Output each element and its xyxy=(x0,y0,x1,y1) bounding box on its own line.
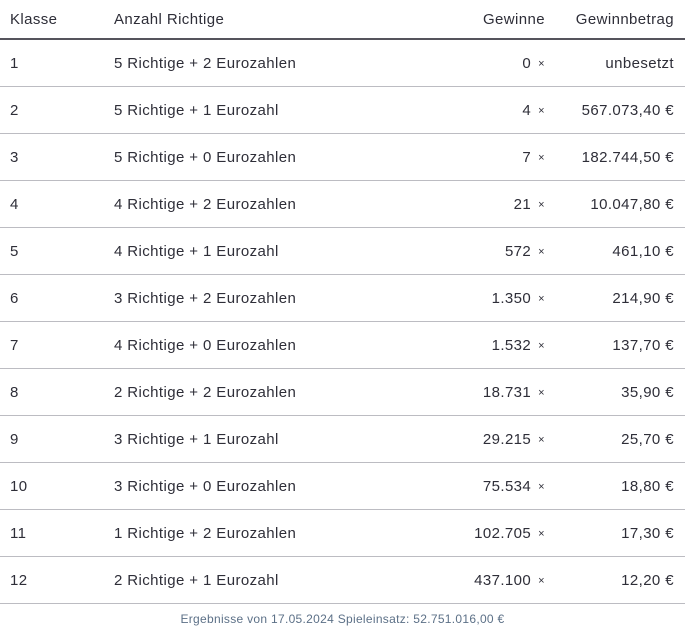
cell-klasse: 7 xyxy=(0,321,104,369)
cell-klasse: 1 xyxy=(0,39,104,87)
cell-klasse: 11 xyxy=(0,509,104,557)
column-header-anzahl: Anzahl Richtige xyxy=(104,0,356,40)
cell-klasse: 10 xyxy=(0,462,104,510)
column-header-gewinne: Gewinne xyxy=(356,0,545,40)
cell-anzahl-richtige: 4 Richtige + 2 Eurozahlen xyxy=(104,180,356,228)
table-row: 10 3 Richtige + 0 Eurozahlen 75.534 × 18,… xyxy=(0,462,685,510)
cell-gewinne: 572 × xyxy=(356,227,545,275)
table-row: 8 2 Richtige + 2 Eurozahlen 18.731 × 35,9… xyxy=(0,368,685,416)
cell-anzahl-richtige: 3 Richtige + 2 Eurozahlen xyxy=(104,274,356,322)
table-row: 6 3 Richtige + 2 Eurozahlen 1.350 × 214,9… xyxy=(0,274,685,322)
cell-gewinnbetrag: 12,20 € xyxy=(545,556,685,604)
gewinne-count: 0 xyxy=(522,54,532,72)
cell-anzahl-richtige: 5 Richtige + 2 Eurozahlen xyxy=(104,39,356,87)
multiplier-sign: × xyxy=(538,386,545,399)
cell-gewinne: 18.731 × xyxy=(356,368,545,416)
column-header-gewinnbetrag: Gewinnbetrag xyxy=(545,0,685,40)
cell-gewinne: 7 × xyxy=(356,133,545,181)
cell-anzahl-richtige: 3 Richtige + 0 Eurozahlen xyxy=(104,462,356,510)
cell-gewinne: 102.705 × xyxy=(356,509,545,557)
multiplier-sign: × xyxy=(538,433,545,446)
table-row: 9 3 Richtige + 1 Eurozahl 29.215 × 25,70 … xyxy=(0,415,685,463)
cell-anzahl-richtige: 2 Richtige + 2 Eurozahlen xyxy=(104,368,356,416)
cell-gewinnbetrag: 25,70 € xyxy=(545,415,685,463)
table-row: 7 4 Richtige + 0 Eurozahlen 1.532 × 137,7… xyxy=(0,321,685,369)
gewinne-count: 437.100 xyxy=(474,571,532,589)
cell-gewinne: 1.532 × xyxy=(356,321,545,369)
cell-gewinnbetrag: 182.744,50 € xyxy=(545,133,685,181)
multiplier-sign: × xyxy=(538,292,545,305)
cell-anzahl-richtige: 5 Richtige + 1 Eurozahl xyxy=(104,86,356,134)
multiplier-sign: × xyxy=(538,151,545,164)
cell-gewinne: 1.350 × xyxy=(356,274,545,322)
cell-klasse: 5 xyxy=(0,227,104,275)
cell-gewinne: 75.534 × xyxy=(356,462,545,510)
cell-gewinne: 4 × xyxy=(356,86,545,134)
gewinne-count: 102.705 xyxy=(474,524,532,542)
cell-gewinnbetrag: 461,10 € xyxy=(545,227,685,275)
cell-gewinnbetrag: 567.073,40 € xyxy=(545,86,685,134)
cell-anzahl-richtige: 2 Richtige + 1 Eurozahl xyxy=(104,556,356,604)
gewinne-count: 75.534 xyxy=(482,477,532,495)
cell-gewinne: 437.100 × xyxy=(356,556,545,604)
cell-gewinne: 21 × xyxy=(356,180,545,228)
multiplier-sign: × xyxy=(538,339,545,352)
multiplier-sign: × xyxy=(538,245,545,258)
gewinne-count: 21 xyxy=(513,195,532,213)
multiplier-sign: × xyxy=(538,198,545,211)
cell-gewinnbetrag: 137,70 € xyxy=(545,321,685,369)
table-row: 11 1 Richtige + 2 Eurozahlen 102.705 × 17… xyxy=(0,509,685,557)
table-row: 4 4 Richtige + 2 Eurozahlen 21 × 10.047,8… xyxy=(0,180,685,228)
table-row: 3 5 Richtige + 0 Eurozahlen 7 × 182.744,5… xyxy=(0,133,685,181)
cell-klasse: 12 xyxy=(0,556,104,604)
multiplier-sign: × xyxy=(538,480,545,493)
table-row: 1 5 Richtige + 2 Eurozahlen 0 × unbesetzt xyxy=(0,39,685,87)
cell-gewinnbetrag: 214,90 € xyxy=(545,274,685,322)
multiplier-sign: × xyxy=(538,104,545,117)
cell-gewinnbetrag: 18,80 € xyxy=(545,462,685,510)
cell-gewinne: 0 × xyxy=(356,39,545,87)
gewinne-count: 18.731 xyxy=(482,383,532,401)
cell-gewinnbetrag: 17,30 € xyxy=(545,509,685,557)
cell-gewinne: 29.215 × xyxy=(356,415,545,463)
cell-klasse: 3 xyxy=(0,133,104,181)
gewinnquoten-table: Klasse Anzahl Richtige Gewinne Gewinnbet… xyxy=(0,0,685,604)
cell-anzahl-richtige: 4 Richtige + 1 Eurozahl xyxy=(104,227,356,275)
cell-anzahl-richtige: 1 Richtige + 2 Eurozahlen xyxy=(104,509,356,557)
multiplier-sign: × xyxy=(538,527,545,540)
table-row: 12 2 Richtige + 1 Eurozahl 437.100 × 12,2… xyxy=(0,556,685,604)
cell-klasse: 8 xyxy=(0,368,104,416)
gewinne-count: 7 xyxy=(522,148,532,166)
results-footer: Ergebnisse von 17.05.2024 Spieleinsatz: … xyxy=(180,612,505,626)
table-row: 2 5 Richtige + 1 Eurozahl 4 × 567.073,40 … xyxy=(0,86,685,134)
gewinne-count: 4 xyxy=(522,101,532,119)
cell-gewinnbetrag: 35,90 € xyxy=(545,368,685,416)
column-header-klasse: Klasse xyxy=(0,0,104,40)
gewinne-count: 1.532 xyxy=(491,336,532,354)
table-header-row: Klasse Anzahl Richtige Gewinne Gewinnbet… xyxy=(0,0,685,40)
cell-gewinnbetrag: 10.047,80 € xyxy=(545,180,685,228)
cell-gewinnbetrag: unbesetzt xyxy=(545,39,685,87)
multiplier-sign: × xyxy=(538,574,545,587)
cell-klasse: 4 xyxy=(0,180,104,228)
cell-klasse: 9 xyxy=(0,415,104,463)
gewinne-count: 572 xyxy=(504,242,532,260)
multiplier-sign: × xyxy=(538,57,545,70)
cell-klasse: 2 xyxy=(0,86,104,134)
cell-klasse: 6 xyxy=(0,274,104,322)
cell-anzahl-richtige: 4 Richtige + 0 Eurozahlen xyxy=(104,321,356,369)
gewinne-count: 1.350 xyxy=(491,289,532,307)
table-row: 5 4 Richtige + 1 Eurozahl 572 × 461,10 € xyxy=(0,227,685,275)
gewinne-count: 29.215 xyxy=(482,430,532,448)
cell-anzahl-richtige: 3 Richtige + 1 Eurozahl xyxy=(104,415,356,463)
cell-anzahl-richtige: 5 Richtige + 0 Eurozahlen xyxy=(104,133,356,181)
